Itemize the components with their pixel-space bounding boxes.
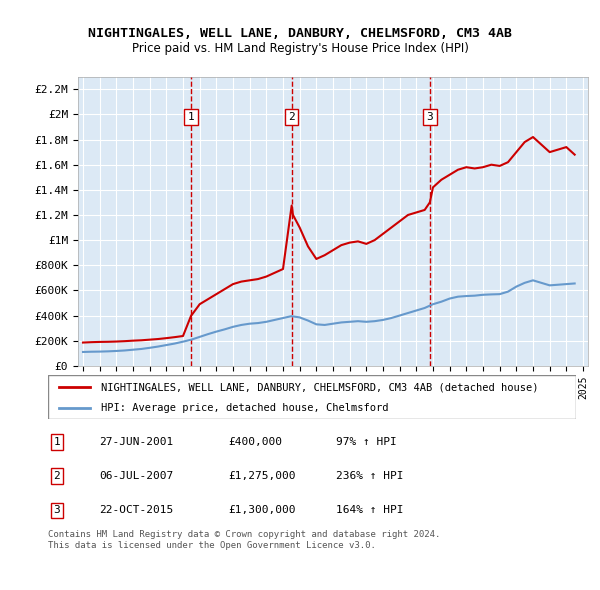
Text: Price paid vs. HM Land Registry's House Price Index (HPI): Price paid vs. HM Land Registry's House … — [131, 42, 469, 55]
Text: 1: 1 — [53, 437, 61, 447]
FancyBboxPatch shape — [48, 375, 576, 419]
Text: NIGHTINGALES, WELL LANE, DANBURY, CHELMSFORD, CM3 4AB (detached house): NIGHTINGALES, WELL LANE, DANBURY, CHELMS… — [101, 382, 538, 392]
Text: 1: 1 — [188, 112, 194, 122]
Text: HPI: Average price, detached house, Chelmsford: HPI: Average price, detached house, Chel… — [101, 403, 388, 413]
Text: NIGHTINGALES, WELL LANE, DANBURY, CHELMSFORD, CM3 4AB: NIGHTINGALES, WELL LANE, DANBURY, CHELMS… — [88, 27, 512, 40]
Text: 2: 2 — [53, 471, 61, 481]
Text: £400,000: £400,000 — [228, 437, 282, 447]
Text: £1,300,000: £1,300,000 — [228, 506, 296, 515]
Text: 27-JUN-2001: 27-JUN-2001 — [99, 437, 173, 447]
Text: 2: 2 — [288, 112, 295, 122]
Text: 97% ↑ HPI: 97% ↑ HPI — [336, 437, 397, 447]
Text: 164% ↑ HPI: 164% ↑ HPI — [336, 506, 404, 515]
Text: 22-OCT-2015: 22-OCT-2015 — [99, 506, 173, 515]
Text: 236% ↑ HPI: 236% ↑ HPI — [336, 471, 404, 481]
Text: 3: 3 — [427, 112, 433, 122]
Text: Contains HM Land Registry data © Crown copyright and database right 2024.
This d: Contains HM Land Registry data © Crown c… — [48, 530, 440, 550]
Text: £1,275,000: £1,275,000 — [228, 471, 296, 481]
Text: 06-JUL-2007: 06-JUL-2007 — [99, 471, 173, 481]
Text: 3: 3 — [53, 506, 61, 515]
